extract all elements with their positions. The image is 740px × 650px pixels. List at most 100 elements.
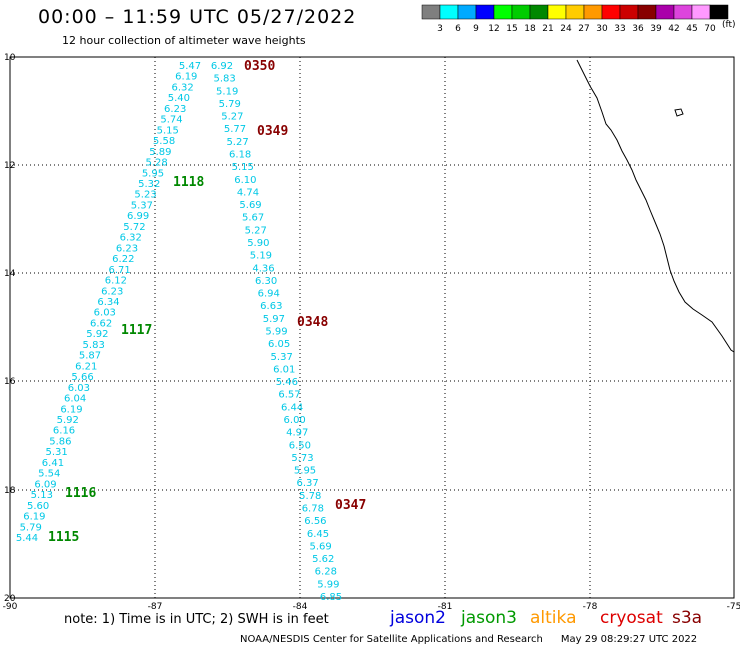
wave-height-value: 6.09: [34, 479, 56, 490]
wave-height-value: 5.40: [168, 93, 190, 104]
wave-height-value: 6.71: [108, 265, 130, 276]
wave-height-value: 5.13: [31, 490, 53, 501]
wave-height-value: 5.89: [149, 147, 171, 158]
wave-height-value: 5.78: [299, 491, 321, 502]
color-scale-bar: 3 6 9 12 15 18 21 24 27 30 33 36 39 42 45 70: [421, 4, 729, 34]
scale-swatch: [601, 4, 621, 20]
scale-swatch: [511, 4, 531, 20]
wave-height-value: 5.47: [179, 61, 201, 72]
wave-height-value: 5.92: [57, 415, 79, 426]
wave-height-value: 5.74: [160, 115, 182, 126]
wave-height-value: 5.79: [20, 522, 42, 533]
wave-height-value: 5.23: [134, 190, 156, 201]
wave-height-value: 6.23: [164, 104, 186, 115]
scale-label: 27: [578, 24, 589, 34]
y-tick-label: 14: [4, 269, 16, 279]
wave-height-value: 6.92: [211, 61, 233, 72]
scale-swatch: [619, 4, 639, 20]
wave-height-value: 6.34: [97, 297, 119, 308]
pass-track-b: 6.925.835.195.795.275.775.276.185.156.10…: [211, 59, 366, 603]
wave-height-value: 6.03: [94, 308, 116, 319]
wave-height-value: 5.66: [71, 372, 93, 383]
wave-height-value: 5.86: [49, 436, 71, 447]
wave-height-value: 6.57: [278, 390, 300, 401]
x-tick-label: -87: [148, 602, 163, 612]
scale-label: 18: [524, 24, 536, 34]
scale-swatch: [673, 4, 693, 20]
wave-height-value: 6.23: [116, 243, 138, 254]
scale-swatch: [709, 4, 729, 20]
map-title: 00:00 – 11:59 UTC 05/27/2022: [38, 6, 357, 28]
wave-height-value: 6.85: [320, 592, 342, 603]
pass-time-label: 1115: [48, 530, 79, 545]
scale-label: 36: [632, 24, 644, 34]
wave-height-value: 5.79: [219, 99, 241, 110]
wave-height-value: 6.19: [175, 72, 197, 83]
scale-swatch: [475, 4, 495, 20]
footer-credit: NOAA/NESDIS Center for Satellite Applica…: [240, 634, 543, 645]
pass-time-label: 0348: [297, 315, 328, 330]
wave-height-value: 6.37: [297, 478, 319, 489]
wave-height-value: 6.19: [60, 404, 82, 415]
y-tick-label: 12: [4, 161, 15, 171]
x-tick-label: -90: [3, 602, 18, 612]
wave-height-value: 5.44: [16, 533, 38, 544]
wave-height-value: 5.27: [226, 137, 248, 148]
mexico-coastline: [576, 59, 735, 353]
wave-height-value: 5.60: [27, 501, 49, 512]
scale-label: 39: [650, 24, 662, 34]
scale-swatch: [637, 4, 657, 20]
wave-height-value: 5.69: [309, 541, 331, 552]
map-grid: [9, 56, 735, 599]
scale-label: 42: [668, 24, 679, 34]
wave-height-value: 5.15: [157, 125, 179, 136]
island: [674, 108, 684, 117]
wave-height-value: 6.28: [315, 567, 337, 578]
pass-track-a: 5.476.196.325.406.235.745.155.585.895.28…: [16, 61, 205, 545]
wave-height-value: 6.04: [64, 394, 86, 405]
wave-height-value: 6.19: [23, 512, 45, 523]
wave-height-value: 5.31: [46, 447, 68, 458]
scale-label: 6: [455, 24, 461, 34]
pass-time-label: 1117: [121, 323, 152, 338]
wave-height-value: 5.83: [213, 74, 235, 85]
legend-jason3: jason3: [461, 608, 517, 628]
wave-height-value: 5.95: [294, 466, 316, 477]
wave-height-value: 6.22: [112, 254, 134, 265]
map-subtitle: 12 hour collection of altimeter wave hei…: [62, 34, 306, 47]
scale-swatch: [583, 4, 603, 20]
legend-cryosat: cryosat: [600, 608, 663, 628]
wave-height-value: 5.54: [38, 469, 60, 480]
scale-label: 9: [473, 24, 479, 34]
wave-height-value: 6.12: [105, 276, 127, 287]
wave-height-value: 5.28: [146, 158, 168, 169]
wave-height-value: 6.16: [53, 426, 75, 437]
legend-note: note: 1) Time is in UTC; 2) SWH is in fe…: [64, 612, 329, 627]
wave-height-value: 6.23: [101, 286, 123, 297]
wave-height-value: 6.00: [284, 415, 306, 426]
wave-height-value: 6.03: [68, 383, 90, 394]
wave-height-value: 5.58: [153, 136, 175, 147]
scale-label: 12: [488, 24, 499, 34]
wave-height-value: 6.32: [171, 82, 193, 93]
wave-height-value: 4.36: [252, 263, 274, 274]
scale-swatch: [655, 4, 675, 20]
wave-height-value: 4.97: [286, 428, 308, 439]
scale-swatch: [529, 4, 549, 20]
wave-height-value: 5.83: [83, 340, 105, 351]
wave-height-value: 5.90: [247, 238, 269, 249]
y-tick-label: 16: [4, 377, 16, 387]
x-tick-label: -84: [293, 602, 308, 612]
coastline: [576, 59, 735, 353]
pass-time-label: 0347: [335, 498, 366, 513]
wave-height-value: 6.56: [304, 516, 326, 527]
y-tick-label: 20: [4, 594, 16, 604]
wave-height-value: 6.41: [42, 458, 64, 469]
wave-height-value: 5.95: [142, 168, 164, 179]
axis-ticks: -90 -87 -84 -81 -78 -75 10 12 14 16 18 20: [3, 53, 740, 612]
wave-height-value: 6.01: [273, 364, 295, 375]
x-tick-label: -75: [727, 602, 740, 612]
wave-height-value: 5.27: [221, 112, 243, 123]
pass-time-label: 0349: [257, 124, 288, 139]
